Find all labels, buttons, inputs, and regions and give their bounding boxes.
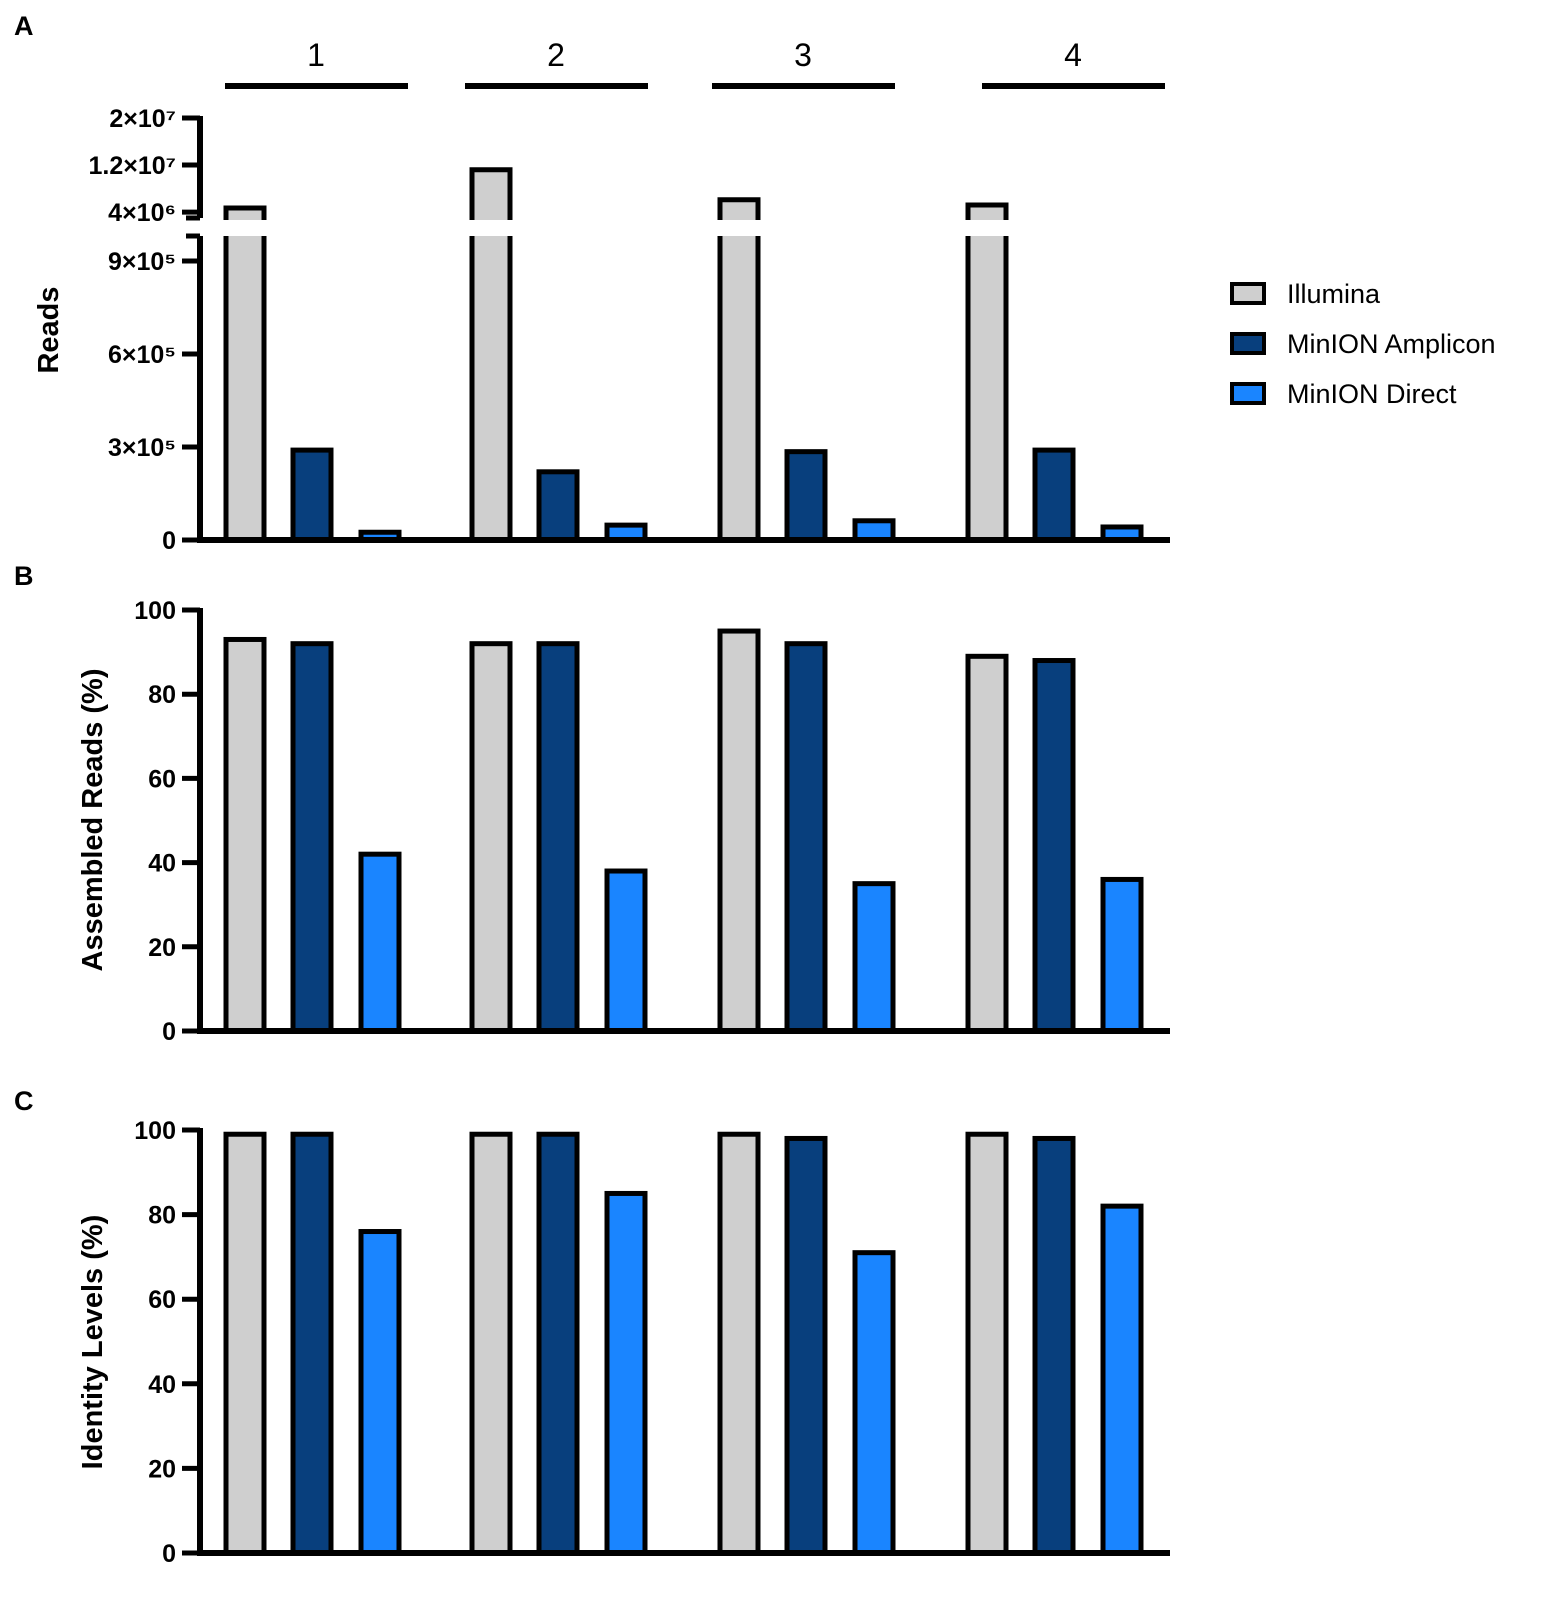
panel-a-y-tick-label-12000000: 1.2×10⁷	[89, 152, 176, 180]
bar-b-group-3-minion-amplicon	[784, 641, 828, 1034]
bar-c-group-1-minion-amplicon	[290, 1131, 334, 1556]
panel-c-y-tick-label-20: 20	[148, 1455, 176, 1483]
panel-b-assembled-reads: 0 20 40 60 80 100 Assembled Reads (%)	[77, 597, 1170, 1046]
bar-a-group-1-illumina-lower	[228, 236, 262, 540]
panel-c-y-tick-label-40: 40	[148, 1371, 176, 1399]
group-label-2: 2	[547, 37, 565, 73]
panel-a-y-tick-label-300000: 3×10⁵	[108, 434, 176, 462]
bar-a-group-1-illumina-lower-outline	[223, 236, 267, 540]
panel-c-y-tick-label-100: 100	[134, 1117, 176, 1145]
panel-b-y-tick-label-40: 40	[148, 850, 176, 878]
panel-c-ticks: 0 20 40 60 80 100	[134, 1117, 200, 1568]
legend-label-minion-amplicon: MinION Amplicon	[1287, 329, 1496, 359]
bar-b-group-4-minion-direct	[1100, 876, 1144, 1034]
bar-c-group-2-illumina	[469, 1131, 513, 1556]
bar-a-group-2-illumina-upper-outline	[469, 167, 513, 220]
bar-c-group-2-minion-amplicon	[536, 1131, 580, 1556]
bar-c-group-3-minion-amplicon	[784, 1135, 828, 1556]
bar-a-group-4-illumina	[965, 202, 1009, 540]
panel-label-b: B	[14, 561, 34, 591]
legend-swatch-illumina	[1230, 282, 1266, 305]
bar-a-group-3-illumina-lower-outline	[717, 236, 761, 540]
bar-a-group-3-illumina-lower	[722, 236, 756, 540]
group-brackets: 1 2 3 4	[225, 37, 1165, 89]
bar-c-group-4-minion-amplicon	[1032, 1135, 1076, 1556]
legend-swatch-minion-amplicon	[1230, 332, 1266, 355]
panel-b-bars	[223, 628, 1144, 1034]
bar-c-group-3-minion-direct	[852, 1250, 896, 1556]
legend-swatch-minion-direct	[1230, 382, 1266, 405]
bar-b-group-3-illumina	[717, 628, 761, 1034]
panel-b-y-tick-label-80: 80	[148, 681, 176, 709]
bar-b-group-4-minion-amplicon	[1032, 658, 1076, 1034]
bar-a-group-4-illumina-lower	[970, 236, 1004, 540]
bar-b-group-1-illumina	[223, 636, 267, 1034]
panel-a-reads: 0 3×10⁵ 6×10⁵ 9×10⁵ 4×10⁶ 1.2×10⁷ 2×10⁷ Reads	[33, 105, 1170, 555]
panel-a-ticks: 0 3×10⁵ 6×10⁵ 9×10⁵ 4×10⁶ 1.2×10⁷ 2×10⁷	[89, 105, 200, 555]
legend-label-illumina: Illumina	[1287, 279, 1381, 309]
panel-b-axes	[197, 608, 1170, 1034]
panel-a-bars	[223, 167, 1144, 543]
bar-a-group-4-minion-amplicon	[1032, 447, 1076, 543]
bar-b-group-1-minion-amplicon	[290, 641, 334, 1034]
bar-a-group-3-minion-amplicon	[784, 449, 828, 543]
bar-c-group-1-illumina	[223, 1131, 267, 1556]
bar-a-group-3-illumina	[717, 197, 761, 540]
bar-a-group-4-illumina-upper-outline	[965, 202, 1009, 220]
bar-c-group-1-minion-direct	[358, 1229, 402, 1556]
bar-c-group-3-illumina	[717, 1131, 761, 1556]
bar-b-group-1-minion-direct	[358, 851, 402, 1034]
panel-c-y-tick-label-60: 60	[148, 1286, 176, 1314]
panel-label-a: A	[14, 11, 34, 41]
bar-a-group-4-illumina-lower-outline	[965, 236, 1009, 540]
bar-a-group-1-minion-amplicon	[290, 447, 334, 543]
panel-a-y-tick-label-0: 0	[162, 527, 176, 555]
panel-c-identity-levels: 0 20 40 60 80 100 Identity Levels (%)	[77, 1117, 1170, 1568]
bar-b-group-2-minion-amplicon	[536, 641, 580, 1034]
bar-a-group-3-illumina-upper-outline	[717, 197, 761, 220]
panel-c-y-tick-label-80: 80	[148, 1202, 176, 1230]
bar-b-group-3-minion-direct	[852, 881, 896, 1034]
bar-b-group-2-minion-direct	[604, 868, 648, 1034]
bar-a-group-2-minion-amplicon	[536, 469, 580, 543]
bar-a-group-1-illumina-upper	[228, 208, 262, 220]
panel-a-y-tick-label-4000000: 4×10⁶	[108, 199, 176, 227]
panel-c-axes	[197, 1128, 1170, 1556]
group-label-1: 1	[307, 37, 325, 73]
bar-a-group-2-illumina	[469, 167, 513, 540]
bar-b-group-2-illumina	[469, 641, 513, 1034]
panel-b-y-tick-label-20: 20	[148, 934, 176, 962]
legend: Illumina MinION Amplicon MinION Direct	[1230, 279, 1496, 409]
panel-label-c: C	[14, 1086, 34, 1116]
panel-a-y-tick-label-600000: 6×10⁵	[108, 341, 176, 369]
panel-a-y-tick-label-20000000: 2×10⁷	[109, 105, 176, 133]
panel-b-y-tick-label-100: 100	[134, 597, 176, 625]
panel-c-bars	[223, 1131, 1144, 1556]
panel-a-y-axis-title: Reads	[33, 286, 65, 373]
bar-a-group-2-illumina-upper	[474, 169, 508, 220]
group-label-3: 3	[794, 37, 812, 73]
legend-label-minion-direct: MinION Direct	[1287, 379, 1457, 409]
bar-c-group-2-minion-direct	[604, 1190, 648, 1556]
panel-b-ticks: 0 20 40 60 80 100	[134, 597, 200, 1046]
panel-b-y-tick-label-60: 60	[148, 765, 176, 793]
group-label-4: 4	[1064, 37, 1082, 73]
panel-c-y-tick-label-0: 0	[162, 1540, 176, 1568]
bar-b-group-4-illumina	[965, 653, 1009, 1034]
bar-a-group-1-illumina	[223, 205, 267, 540]
panel-a-y-tick-label-900000: 9×10⁵	[108, 248, 176, 276]
bar-a-group-2-illumina-lower-outline	[469, 236, 513, 540]
panel-c-y-axis-title: Identity Levels (%)	[77, 1215, 109, 1470]
panel-a-axes	[186, 116, 1170, 543]
panel-b-y-tick-label-0: 0	[162, 1018, 176, 1046]
bar-a-group-2-illumina-lower	[474, 236, 508, 540]
panel-b-y-axis-title: Assembled Reads (%)	[77, 669, 109, 972]
bar-c-group-4-illumina	[965, 1131, 1009, 1556]
bar-a-group-3-illumina-upper	[722, 199, 756, 220]
bar-a-group-4-illumina-upper	[970, 205, 1004, 220]
bar-a-group-1-illumina-upper-outline	[223, 205, 267, 220]
bar-c-group-4-minion-direct	[1100, 1203, 1144, 1556]
